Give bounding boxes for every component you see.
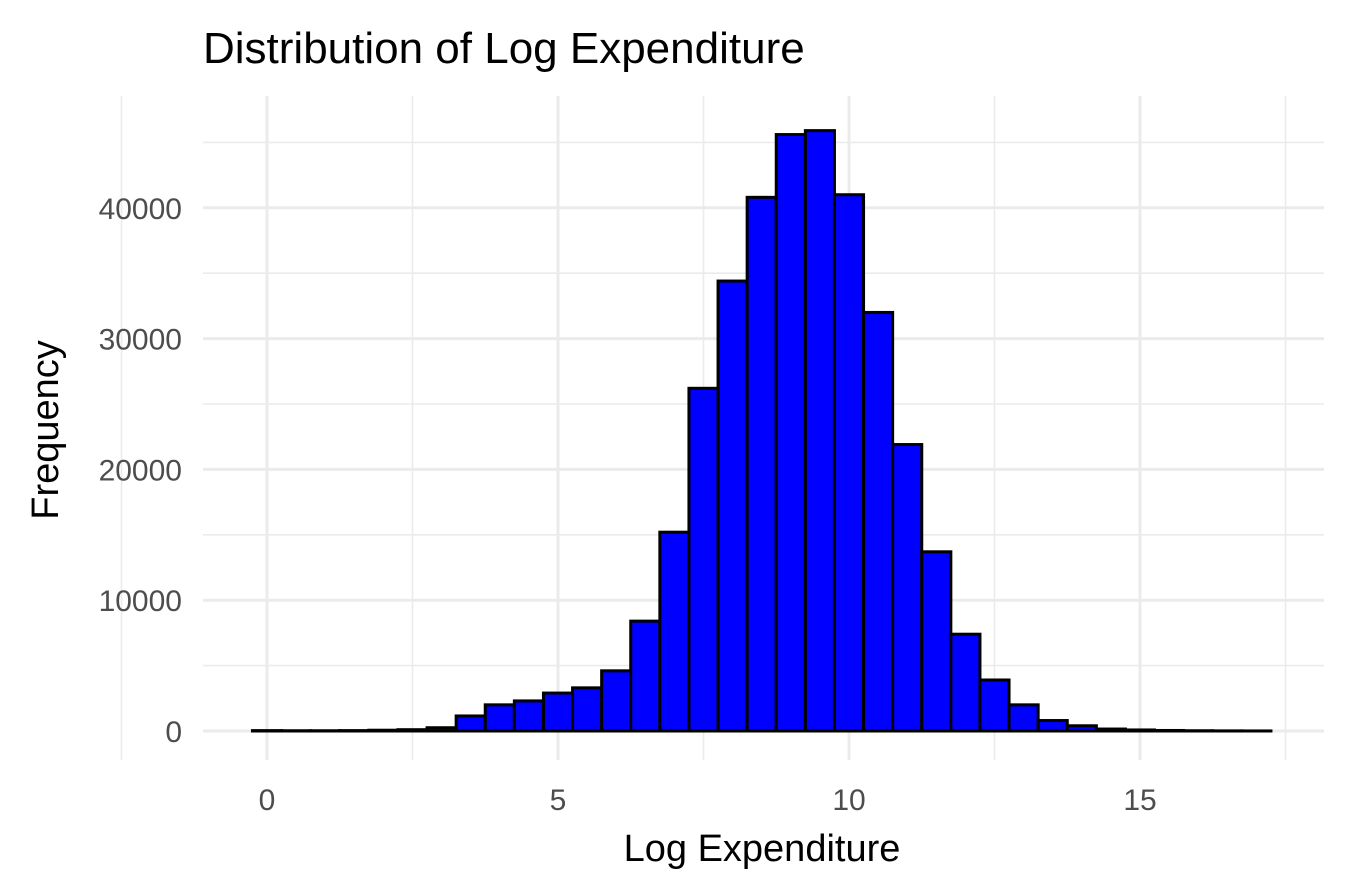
chart-title: Distribution of Log Expenditure — [203, 24, 805, 73]
histogram-bar — [396, 728, 429, 733]
histogram-bar — [1036, 719, 1069, 733]
histogram-bar — [920, 550, 953, 733]
histogram-bar — [454, 714, 487, 733]
histogram-bar — [367, 728, 400, 733]
histogram-bar — [600, 669, 633, 733]
histogram-bar — [832, 193, 866, 733]
y-tick-label: 30000 — [99, 324, 182, 357]
histogram-bar — [774, 133, 807, 733]
histogram-bar — [1123, 728, 1157, 733]
y-tick-label: 20000 — [99, 454, 182, 487]
histogram-bar — [658, 530, 691, 733]
histogram-bar — [891, 443, 924, 733]
histogram-bar — [629, 619, 662, 733]
histogram-bar — [512, 699, 545, 733]
histogram-bar — [949, 632, 982, 733]
y-axis-title: Frequency — [25, 340, 67, 520]
y-tick-label: 10000 — [99, 585, 182, 618]
histogram-bar — [978, 678, 1011, 733]
bars — [250, 129, 1273, 733]
x-axis-title: Log Expenditure — [624, 828, 901, 870]
x-tick-label: 10 — [832, 784, 865, 817]
x-tick-label: 0 — [259, 784, 276, 817]
histogram-bar — [483, 703, 516, 733]
histogram-bar — [716, 279, 749, 733]
histogram-bar — [745, 195, 778, 733]
histogram-bar — [541, 691, 575, 733]
histogram-bar — [1094, 727, 1127, 733]
histogram-bar — [803, 129, 836, 733]
x-tick-labels: 0 5 10 15 — [259, 784, 1157, 817]
histogram-bar — [571, 686, 604, 733]
x-tick-label: 5 — [550, 784, 567, 817]
histogram-bar — [687, 386, 720, 733]
y-tick-label: 40000 — [99, 193, 182, 226]
y-tick-labels: 0 10000 20000 30000 40000 — [99, 193, 182, 749]
x-tick-label: 15 — [1123, 784, 1156, 817]
histogram-bar — [862, 310, 895, 733]
histogram-bar — [1153, 728, 1186, 733]
histogram-bar — [1065, 724, 1098, 733]
histogram-bar — [425, 726, 458, 733]
histogram-bar — [1007, 703, 1040, 733]
y-tick-label: 0 — [165, 716, 182, 749]
